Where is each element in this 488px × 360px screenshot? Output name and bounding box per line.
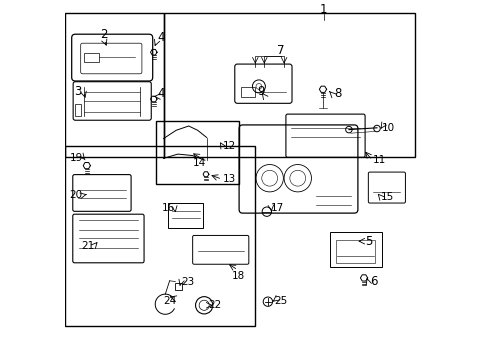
Text: 22: 22 bbox=[208, 300, 221, 310]
Text: 7: 7 bbox=[276, 44, 284, 57]
Text: 18: 18 bbox=[231, 271, 244, 282]
Text: 19: 19 bbox=[69, 153, 82, 163]
Text: 12: 12 bbox=[223, 141, 236, 151]
Bar bbox=[241, 87, 255, 97]
Text: 21: 21 bbox=[81, 240, 94, 251]
Text: 13: 13 bbox=[223, 174, 236, 184]
Text: 25: 25 bbox=[274, 296, 287, 306]
Text: 10: 10 bbox=[381, 123, 394, 133]
Bar bbox=[168, 203, 203, 228]
Bar bbox=[64, 13, 163, 157]
Text: 1: 1 bbox=[319, 3, 327, 15]
Text: 2: 2 bbox=[100, 28, 108, 41]
Bar bbox=[175, 283, 182, 290]
Bar bbox=[156, 121, 239, 184]
Bar bbox=[84, 53, 99, 62]
Text: 14: 14 bbox=[192, 158, 206, 168]
Text: 9: 9 bbox=[256, 85, 264, 98]
Text: 5: 5 bbox=[364, 235, 372, 248]
Text: 23: 23 bbox=[181, 276, 194, 287]
Text: 3: 3 bbox=[74, 85, 81, 98]
Text: 11: 11 bbox=[372, 155, 386, 165]
Text: 8: 8 bbox=[334, 87, 341, 100]
Text: 20: 20 bbox=[69, 190, 82, 200]
Text: 15: 15 bbox=[380, 192, 394, 202]
Bar bbox=[75, 104, 81, 116]
Text: 4: 4 bbox=[157, 31, 164, 44]
Text: 6: 6 bbox=[369, 275, 376, 288]
Text: 17: 17 bbox=[270, 203, 284, 213]
Bar bbox=[163, 13, 415, 157]
Bar bbox=[329, 232, 382, 267]
Text: 4: 4 bbox=[157, 87, 164, 100]
Bar bbox=[336, 240, 374, 263]
Bar bbox=[64, 146, 255, 326]
Text: 16: 16 bbox=[161, 203, 174, 213]
Text: 24: 24 bbox=[163, 296, 176, 306]
